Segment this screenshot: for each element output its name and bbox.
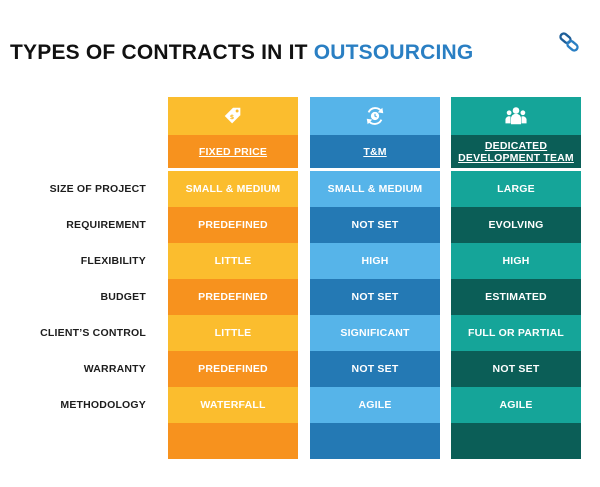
title-prefix: TYPES OF CONTRACTS IN IT (10, 41, 308, 64)
tm-icon-cell (310, 97, 440, 135)
row-label: METHODOLOGY (60, 399, 146, 411)
tm-cell-row-7: AGILE (310, 387, 440, 423)
tm-cell-row-1: SMALL & MEDIUM (310, 171, 440, 207)
fixed-cell-row-2: PREDEFINED (168, 207, 298, 243)
tm-header: T&M (310, 135, 440, 168)
tm-cell-row-4: NOT SET (310, 279, 440, 315)
row-label: REQUIREMENT (66, 219, 146, 231)
ddt-cell-row-3: HIGH (451, 243, 581, 279)
page-title: TYPES OF CONTRACTS IN IT OUTSOURCING (10, 38, 473, 68)
row-label: FLEXIBILITY (80, 255, 146, 267)
fixed-cell-row-4: PREDEFINED (168, 279, 298, 315)
row-label: CLIENT’S CONTROL (40, 327, 146, 339)
row-label: BUDGET (100, 291, 146, 303)
tm-header-text: T&M (363, 145, 387, 158)
column-fixed-price: $ FIXED PRICE SMALL & MEDIUM PREDEFINED LI… (168, 97, 298, 459)
fixed-cell-row-1: SMALL & MEDIUM (168, 171, 298, 207)
row-label: WARRANTY (83, 363, 146, 375)
chain-link-logo-icon (559, 32, 579, 52)
ddt-cell-row-2: EVOLVING (451, 207, 581, 243)
ddt-cell-row-4: ESTIMATED (451, 279, 581, 315)
tm-cell-row-2: NOT SET (310, 207, 440, 243)
title-accent: OUTSOURCING (313, 41, 474, 64)
fixed-price-icon-cell: $ (168, 97, 298, 135)
ddt-cell-row-6: NOT SET (451, 351, 581, 387)
tm-footer (310, 423, 440, 459)
ddt-cell-row-5: FULL OR PARTIAL (451, 315, 581, 351)
team-icon (505, 107, 527, 125)
clock-cycle-icon (366, 107, 384, 125)
fixed-cell-row-3: LITTLE (168, 243, 298, 279)
dedicated-team-footer (451, 423, 581, 459)
fixed-price-footer (168, 423, 298, 459)
price-tag-icon: $ (224, 107, 241, 124)
column-tm: T&M SMALL & MEDIUM NOT SET HIGH NOT SET SIGN… (310, 97, 440, 459)
fixed-cell-row-6: PREDEFINED (168, 351, 298, 387)
row-label: SIZE OF PROJECT (49, 183, 146, 195)
dedicated-team-header: DEDICATED DEVELOPMENT TEAM (451, 135, 581, 168)
svg-text:$: $ (230, 113, 235, 121)
dedicated-team-icon-cell (451, 97, 581, 135)
ddt-cell-row-7: AGILE (451, 387, 581, 423)
tm-cell-row-3: HIGH (310, 243, 440, 279)
tm-cell-row-6: NOT SET (310, 351, 440, 387)
column-dedicated-team: DEDICATED DEVELOPMENT TEAM LARGE EVOLVING… (451, 97, 581, 459)
fixed-cell-row-5: LITTLE (168, 315, 298, 351)
dedicated-team-header-text: DEDICATED DEVELOPMENT TEAM (458, 139, 574, 164)
fixed-price-header: FIXED PRICE (168, 135, 298, 168)
fixed-price-header-text: FIXED PRICE (198, 145, 268, 158)
tm-cell-row-5: SIGNIFICANT (310, 315, 440, 351)
ddt-cell-row-1: LARGE (451, 171, 581, 207)
fixed-cell-row-7: WATERFALL (168, 387, 298, 423)
